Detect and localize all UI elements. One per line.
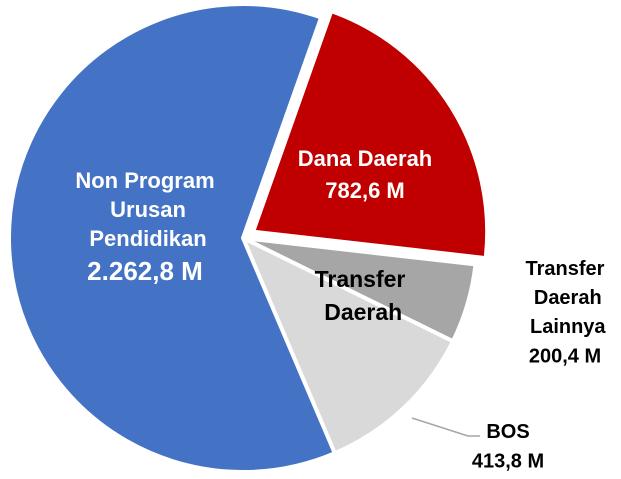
slice-label: BOS <box>486 421 529 443</box>
pie-slice <box>251 9 490 261</box>
pie-slice <box>241 236 455 456</box>
value-label: 2.262,8 M <box>87 256 203 286</box>
slice-label: Non Program Urusan Pendidikan <box>75 168 214 251</box>
slice-label: Transfer Daerah Lainnya <box>524 258 606 338</box>
value-label: 200,4 M <box>529 345 601 367</box>
leader-line <box>411 417 469 437</box>
annotation: Transfer Daerah <box>315 266 406 325</box>
value-label: 413,8 M <box>472 450 544 472</box>
slice-label: Dana Daerah <box>298 146 433 171</box>
pie-slice <box>7 2 337 474</box>
value-label: 782,6 M <box>325 178 405 203</box>
